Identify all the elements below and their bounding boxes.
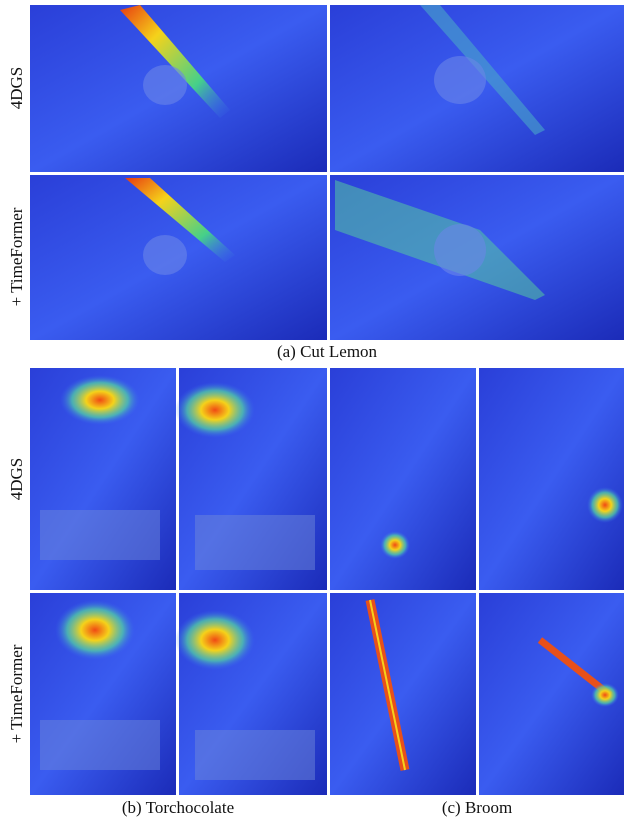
heatmap-image [479,368,624,590]
tray [40,720,160,770]
lemon [143,65,187,105]
cut-lemon-grid: 4DGS + TimeFormer (a) Cut Lemon [7,5,624,361]
tray [195,730,315,780]
torch-broom-grid: 4DGS + TimeFormer (b) Torchocolate (c) B… [7,368,624,817]
caption: (b) Torchocolate [122,798,234,817]
hot-region [175,610,255,670]
lemon [434,224,486,276]
hot-region [55,600,135,660]
tray [40,510,160,560]
row-label: 4DGS [7,458,26,501]
row-label: + TimeFormer [7,207,26,306]
row-label: 4DGS [7,67,26,110]
hot-region [587,487,623,523]
figure: 4DGS + TimeFormer (a) Cut Lemon 4DGS + T… [0,0,624,823]
hot-region [175,382,255,438]
hot-region [591,683,619,707]
hot-region [380,531,410,559]
tray [195,515,315,570]
caption: (c) Broom [442,798,512,817]
lemon [434,56,486,104]
hot-region [60,375,140,425]
lemon [143,235,187,275]
row-label: + TimeFormer [7,644,26,743]
caption: (a) Cut Lemon [277,342,378,361]
